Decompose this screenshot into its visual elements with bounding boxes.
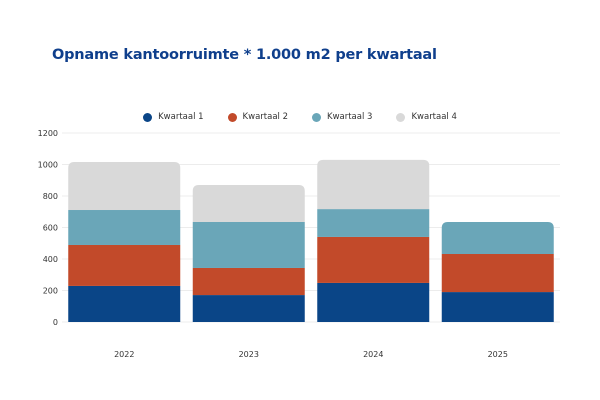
- x-axis: 2022 2023 2024 2025: [114, 350, 508, 359]
- y-tick-label: 200: [43, 287, 58, 296]
- chart-title: Opname kantoorruimte * 1.000 m2 per kwar…: [52, 47, 437, 63]
- bar-segment-2025-q2: [441, 253, 554, 293]
- bars: [68, 159, 554, 322]
- legend: Kwartaal 1 Kwartaal 2 Kwartaal 3 Kwartaa…: [0, 112, 600, 122]
- bar-segment-2023-q3: [192, 221, 305, 268]
- bar-segment-2022-q3: [68, 210, 181, 245]
- legend-swatch-q1: [143, 112, 153, 122]
- legend-item-q1: Kwartaal 1: [143, 112, 204, 122]
- legend-item-q2: Kwartaal 2: [227, 112, 288, 122]
- bar-segment-2025-q3: [441, 221, 554, 254]
- bar-segment-2025-q1: [441, 292, 554, 322]
- legend-swatch-q2: [227, 112, 237, 122]
- y-tick-label: 1200: [38, 129, 58, 138]
- bar-segment-2022-q1: [68, 285, 181, 322]
- bar-segment-2024-q3: [317, 209, 430, 237]
- bar-segment-2024-q1: [317, 282, 430, 322]
- y-tick-label: 400: [43, 255, 58, 264]
- x-tick-label: 2023: [239, 350, 259, 359]
- y-tick-label: 0: [53, 318, 58, 327]
- bar-segment-2022-q4: [68, 161, 181, 211]
- legend-label-q1: Kwartaal 1: [158, 112, 204, 122]
- x-tick-label: 2024: [363, 350, 383, 359]
- legend-swatch-q4: [396, 112, 406, 122]
- bar-segment-2022-q2: [68, 244, 181, 286]
- y-axis: 0 200 400 600 800 1000 1200: [38, 129, 58, 327]
- x-tick-label: 2025: [488, 350, 508, 359]
- bar-segment-2024-q2: [317, 236, 430, 283]
- legend-label-q4: Kwartaal 4: [411, 112, 457, 122]
- legend-label-q3: Kwartaal 3: [327, 112, 373, 122]
- bar-segment-2023-q1: [192, 295, 305, 322]
- legend-swatch-q3: [312, 112, 321, 122]
- y-tick-label: 600: [43, 224, 58, 233]
- y-tick-label: 1000: [38, 161, 58, 170]
- legend-item-q3: Kwartaal 3: [312, 112, 372, 122]
- legend-item-q4: Kwartaal 4: [396, 112, 457, 122]
- bar-segment-2024-q4: [317, 159, 430, 210]
- legend-label-q2: Kwartaal 2: [242, 112, 288, 122]
- y-tick-label: 800: [43, 192, 58, 201]
- bar-segment-2023-q4: [192, 184, 305, 222]
- x-tick-label: 2022: [114, 350, 134, 359]
- bar-segment-2023-q2: [192, 267, 305, 296]
